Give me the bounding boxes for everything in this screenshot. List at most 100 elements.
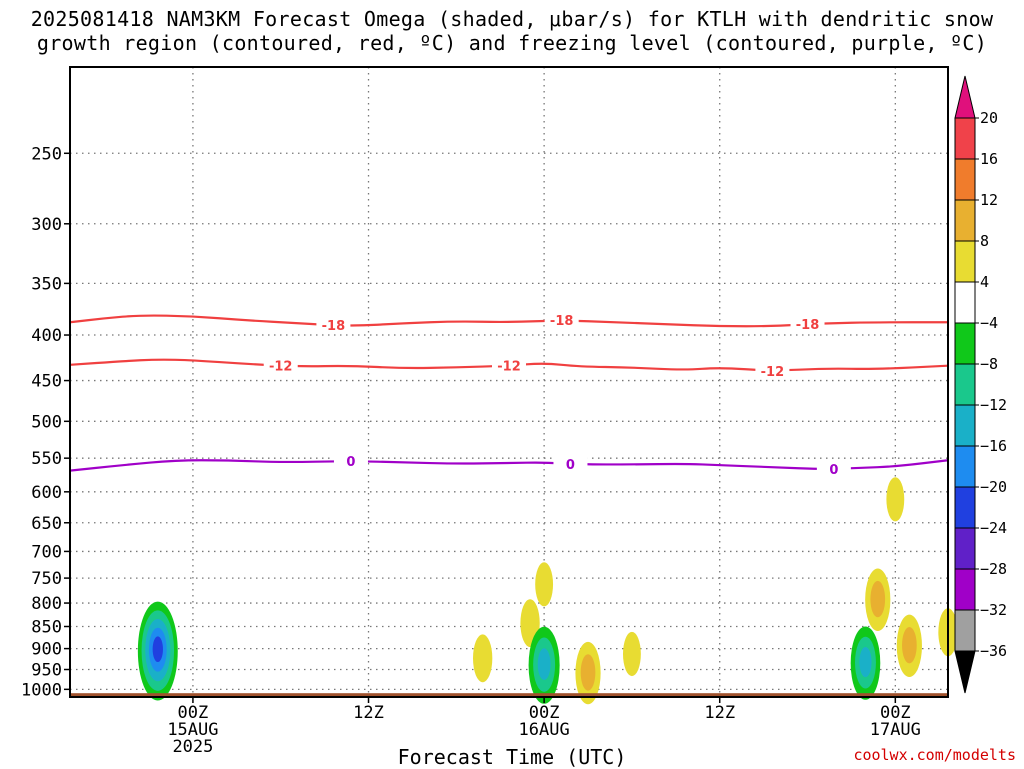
colorbar-label: −8 [980,355,998,373]
omega-contour-fill [580,654,596,691]
contour-label: -18 [322,319,346,334]
contour-label: -18 [796,318,820,333]
y-tick-label: 600 [31,483,62,503]
axes: 250 300 350 400 450 500 550 600 650 700 750 800 850 9… [21,66,949,757]
colorbar-band [954,445,976,488]
colorbar-band [954,322,976,365]
colorbar-label: 4 [980,273,989,291]
colorbar-label: −28 [980,560,1007,578]
colorbar-label: 12 [980,191,998,209]
x-tick-label: 12Z [704,703,735,723]
x-tick-label: 17AUG [870,720,921,740]
colorbar-label: 8 [980,232,989,250]
colorbar-label: 20 [980,109,998,127]
colorbar-label: −20 [980,478,1007,496]
contour-label: -18 [550,314,574,329]
omega-contour-fill [537,648,551,680]
omega-contour-fill [886,477,905,522]
contour-label-bg [263,357,298,374]
colorbar-label: −24 [980,519,1007,537]
omega-cell [528,626,560,704]
colorbar-band [954,609,976,652]
x-tick-label: 00Z [529,703,560,723]
colorbar-label: −4 [980,314,998,332]
colorbar-band [954,240,976,283]
contour-label: 0 [829,463,838,478]
x-axis-title: Forecast Time (UTC) [397,745,627,769]
colorbar-band [954,486,976,529]
y-tick-label: 950 [31,661,62,681]
colorbar-band [954,363,976,406]
omega-cell [865,568,891,631]
contour-label-bg [553,455,588,472]
y-tick-label: 700 [31,542,62,562]
y-tick-label: 350 [31,274,62,294]
omega-contour-fill [859,646,872,678]
contour-label-bg [790,316,825,333]
y-tick-label: 750 [31,569,62,589]
y-tick-label: 250 [31,144,62,164]
omega-cell [137,601,178,701]
y-tick-label: 550 [31,449,62,469]
colorbar-label: −12 [980,396,1007,414]
omega-cell [575,641,601,705]
y-tick-label: 1000 [21,680,62,700]
x-tick-label: 12Z [353,703,384,723]
plot-frame [69,66,949,698]
y-tick-label: 300 [31,215,62,235]
colorbar-top-arrow [954,75,976,119]
x-tick-label: 00Z [178,703,209,723]
y-tick-label: 900 [31,640,62,660]
y-tick-label: 400 [31,326,62,346]
colorbar-band [954,158,976,201]
colorbar-bottom-arrow [954,650,976,694]
omega-cell [622,631,641,677]
colorbar-label: −16 [980,437,1007,455]
colorbar-band [954,404,976,447]
contour-label-bg [816,460,851,477]
colorbar-label: 16 [980,150,998,168]
x-tick-label: 2025 [172,737,213,757]
colorbar-label: −36 [980,642,1007,660]
chart-title-line-1: 2025081418 NAM3KM Forecast Omega (shaded… [30,7,994,31]
y-tick-label: 850 [31,617,62,637]
y-tick-label: 800 [31,594,62,614]
x-tick-label: 00Z [880,703,911,723]
chart-title-line-2: growth region (contoured, red, ºC) and f… [36,31,988,55]
y-tick-label: 650 [31,514,62,534]
omega-contour-fill [152,636,163,663]
contour-label-bg [492,357,526,374]
omega-cell [886,477,905,522]
contour-label-bg [544,312,579,329]
x-tick-label: 15AUG [167,720,218,740]
terrain-band [70,693,948,697]
omega-contour-fill [473,634,493,683]
colorbar-band [954,527,976,570]
plot-area: -18 -18 -18 -12 -12 -12 0 0 0 [69,67,958,705]
colorbar-band [954,199,976,242]
omega-contour-fill [535,562,554,607]
colorbar-band [954,568,976,611]
contour-label-bg [755,363,790,380]
contour-label-bg [333,452,368,469]
colorbar-band [954,281,976,324]
omega-cell [896,614,922,678]
colorbar-label: −32 [980,601,1007,619]
y-tick-label: 450 [31,372,62,392]
contour-label-bg [316,317,351,334]
contour-label: 0 [346,455,355,470]
colorbar: 20 16 12 8 4 −4 −8 −12 −16 −20 −24 −28 −32 −36 [954,75,1007,694]
omega-contour-fill [902,626,917,664]
omega-cell [535,562,554,607]
contour-label: -12 [269,360,293,375]
y-tick-label: 500 [31,412,62,432]
x-tick-label: 16AUG [519,720,570,740]
omega-contour-fill [870,580,886,618]
omega-contour-fill [622,631,641,677]
contour-label: -12 [761,365,785,380]
colorbar-band [954,117,976,160]
omega-cell [473,634,493,683]
contour-line [69,459,949,472]
credit-text[interactable]: coolwx.com/modelts [853,746,1016,764]
